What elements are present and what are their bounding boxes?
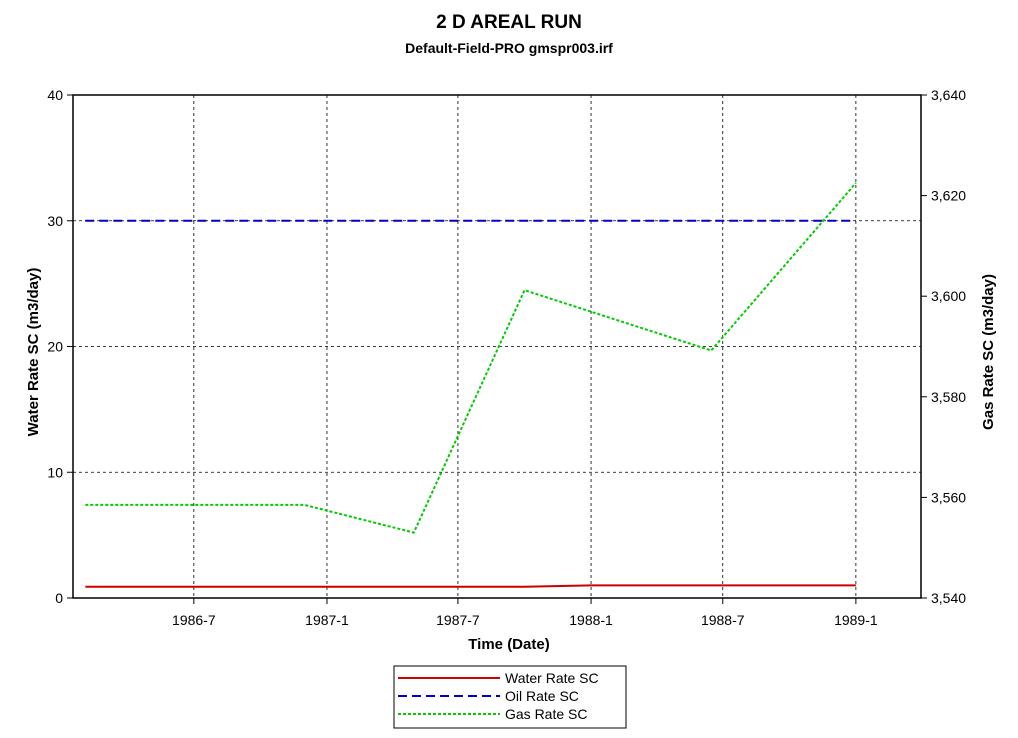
- y2-tick-label: 3,560: [931, 489, 966, 505]
- legend-label-oil: Oil Rate SC: [505, 688, 579, 704]
- x-tick-label: 1987-7: [436, 612, 480, 628]
- y-tick-label: 0: [55, 590, 63, 606]
- x-tick-label: 1989-1: [834, 612, 878, 628]
- y2-tick-label: 3,540: [931, 590, 966, 606]
- x-tick-label: 1988-1: [569, 612, 613, 628]
- y2-tick-label: 3,580: [931, 389, 966, 405]
- y-axis-label: Water Rate SC (m3/day): [25, 268, 42, 437]
- y-tick-label: 30: [47, 213, 63, 229]
- legend-label-gas: Gas Rate SC: [505, 706, 587, 722]
- x-tick-label: 1987-1: [305, 612, 349, 628]
- y-tick-label: 10: [47, 464, 63, 480]
- legend: Water Rate SC Oil Rate SC Gas Rate SC: [393, 665, 627, 729]
- grid-lines: [73, 95, 921, 598]
- x-tick-label: 1988-7: [701, 612, 745, 628]
- series-lines: [85, 182, 857, 588]
- y2-tick-label: 3,600: [931, 288, 966, 304]
- x-axis-label: Time (Date): [468, 636, 549, 653]
- axis-ticks: 1986-7 1987-1 1987-7 1988-1 1988-7 1989-1 0 10 2…: [47, 87, 966, 628]
- chart-subtitle: Default-Field-PRO gmspr003.irf: [405, 40, 613, 56]
- y2-tick-label: 3,620: [931, 188, 966, 204]
- y-tick-label: 40: [47, 87, 63, 103]
- y-tick-label: 20: [47, 339, 63, 355]
- gas-rate-line: [85, 182, 857, 534]
- x-tick-label: 1986-7: [172, 612, 216, 628]
- y2-tick-label: 3,640: [931, 87, 966, 103]
- y2-axis-label: Gas Rate SC (m3/day): [980, 274, 997, 430]
- water-rate-line: [85, 584, 856, 588]
- chart-title: 2 D AREAL RUN: [436, 12, 582, 33]
- legend-label-water: Water Rate SC: [505, 670, 599, 686]
